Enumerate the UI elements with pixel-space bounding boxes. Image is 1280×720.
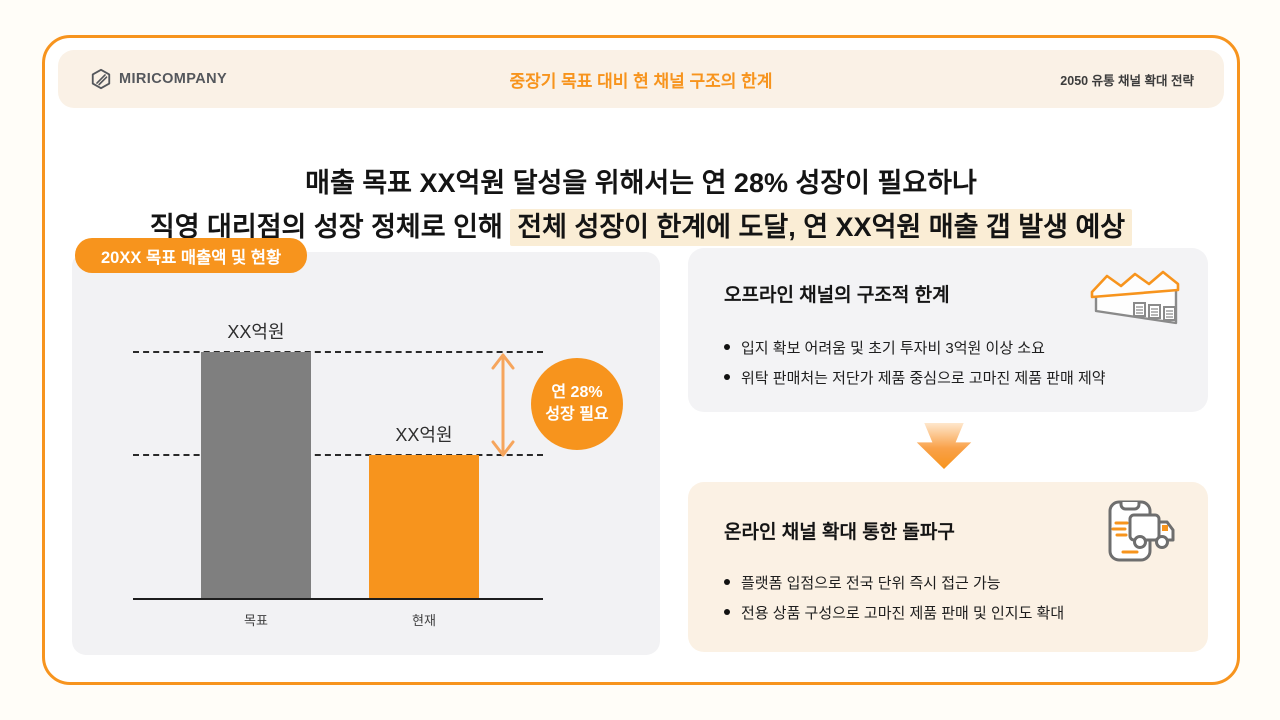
company-logo: MIRICOMPANY — [90, 50, 227, 108]
gap-double-arrow-icon — [491, 353, 515, 457]
offline-card-title: 오프라인 채널의 구조적 한계 — [724, 285, 950, 306]
category-label-current: 현재 — [412, 613, 436, 628]
online-card-title: 온라인 채널 확대 통한 돌파구 — [724, 522, 955, 543]
chart-baseline — [133, 598, 543, 600]
list-item: 전용 상품 구성으로 고마진 제품 판매 및 인지도 확대 — [724, 597, 1184, 627]
bullet-text: 플랫폼 입점으로 전국 단위 즉시 접근 가능 — [741, 574, 1001, 592]
list-item: 플랫폼 입점으로 전국 단위 즉시 접근 가능 — [724, 567, 1184, 597]
headline-line2-prefix: 직영 대리점의 성장 정체로 인해 — [149, 212, 511, 242]
category-label-goal: 목표 — [244, 613, 268, 628]
list-item: 입지 확보 어려움 및 초기 투자비 3억원 이상 소요 — [724, 332, 1184, 362]
growth-line2: 성장 필요 — [545, 406, 609, 423]
bullet-dot — [724, 374, 730, 380]
online-channel-card: 온라인 채널 확대 통한 돌파구 플랫폼 입점으로 전국 단위 즉시 접근 가능… — [688, 482, 1208, 652]
bar-current — [369, 455, 479, 598]
gridline-goal — [133, 351, 543, 353]
bullet-text: 전용 상품 구성으로 고마진 제품 판매 및 인지도 확대 — [741, 604, 1065, 622]
phone-truck-icon — [1108, 500, 1175, 562]
header-band: MIRICOMPANY 중장기 목표 대비 현 채널 구조의 한계 2050 유… — [58, 50, 1224, 108]
offline-bullet-list: 입지 확보 어려움 및 초기 투자비 3억원 이상 소요 위탁 판매처는 저단가… — [724, 332, 1184, 392]
hexagon-logo-icon — [91, 68, 111, 90]
online-bullet-list: 플랫폼 입점으로 전국 단위 즉시 접근 가능 전용 상품 구성으로 고마진 제… — [724, 567, 1184, 627]
headline-line2: 직영 대리점의 성장 정체로 인해 전체 성장이 한계에 도달, 연 XX억원 … — [45, 205, 1237, 249]
gridline-current — [133, 454, 543, 456]
warehouse-icon — [1090, 270, 1180, 325]
bullet-dot — [724, 579, 730, 585]
bullet-text: 위탁 판매처는 저단가 제품 중심으로 고마진 제품 판매 제약 — [741, 369, 1106, 387]
headline-highlight: 전체 성장이 한계에 도달, 연 XX억원 매출 갭 발생 예상 — [510, 209, 1133, 246]
offline-channel-card: 오프라인 채널의 구조적 한계 입지 확보 어려움 및 초기 투자비 3억원 이… — [688, 248, 1208, 412]
growth-required-badge: 연 28% 성장 필요 — [531, 358, 623, 450]
bullet-dot — [724, 609, 730, 615]
bullet-dot — [724, 344, 730, 350]
deck-label: 2050 유통 채널 확대 전략 — [1060, 73, 1194, 88]
bar-goal — [201, 352, 311, 598]
slide-title: 중장기 목표 대비 현 채널 구조의 한계 — [509, 71, 773, 91]
growth-line1: 연 28% — [551, 384, 603, 401]
bullet-text: 입지 확보 어려움 및 초기 투자비 3억원 이상 소요 — [741, 339, 1045, 357]
bar-goal-value-label: XX억원 — [227, 322, 285, 342]
bar-current-value-label: XX억원 — [395, 425, 453, 445]
headline: 매출 목표 XX억원 달성을 위해서는 연 28% 성장이 필요하나 직영 대리… — [45, 161, 1237, 249]
chart-badge: 20XX 목표 매출액 및 현황 — [75, 238, 308, 273]
sales-chart-panel: XX억원 XX억원 목표 현재 연 28% 성장 필요 — [72, 252, 660, 655]
logo-text: MIRICOMPANY — [119, 71, 228, 87]
headline-line1: 매출 목표 XX억원 달성을 위해서는 연 28% 성장이 필요하나 — [305, 168, 977, 198]
list-item: 위탁 판매처는 저단가 제품 중심으로 고마진 제품 판매 제약 — [724, 362, 1184, 392]
